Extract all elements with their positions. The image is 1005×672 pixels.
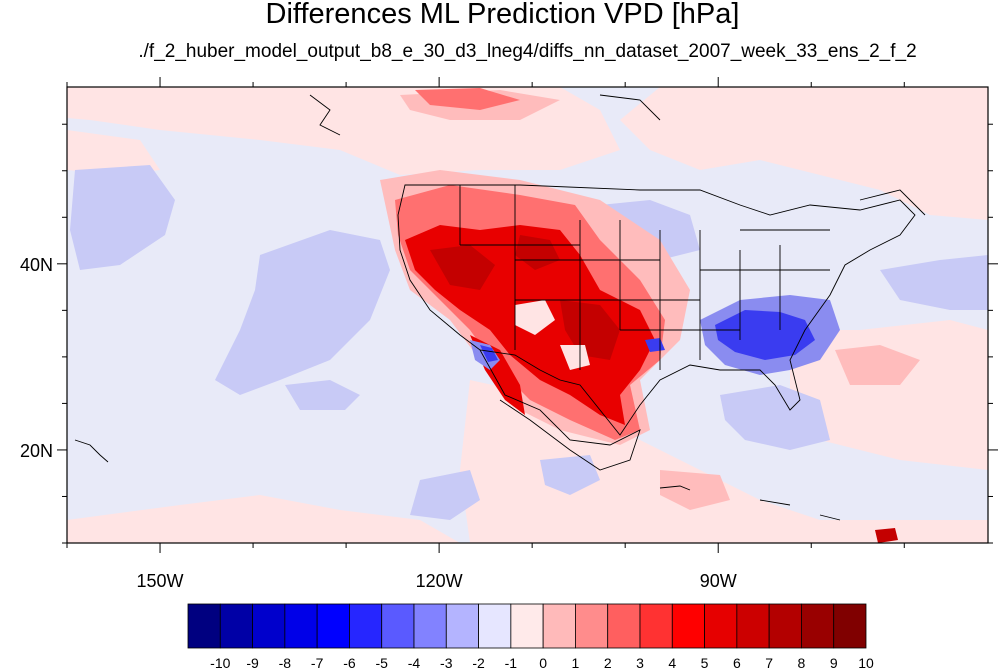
colorbar-swatch <box>413 603 447 649</box>
map-subtitle: ./f_2_huber_model_output_b8_e_30_d3_lneg… <box>138 41 917 62</box>
colorbar-label: -6 <box>343 655 356 671</box>
colorbar: -10 -9 -8 -7 -6 -5 -4 -3 -2 -1 0 1 2 3 4 5 6 7 8 9 10 <box>187 603 874 671</box>
colorbar-swatch <box>833 603 867 649</box>
country-state-borders <box>74 94 926 521</box>
colorbar-label: 6 <box>733 655 741 671</box>
vpd-difference-field <box>67 87 988 543</box>
lon-tick-label: 120W <box>416 571 463 591</box>
colorbar-label: 8 <box>798 655 806 671</box>
lat-tick-label: 20N <box>20 441 53 461</box>
longitude-tick-labels: 150W 120W 90W <box>137 571 737 591</box>
colorbar-swatch <box>768 603 802 649</box>
colorbar-label: 7 <box>765 655 773 671</box>
colorbar-label: 0 <box>539 655 547 671</box>
colorbar-swatch <box>316 603 350 649</box>
colorbar-label: -2 <box>472 655 485 671</box>
pale-blue-regions <box>70 165 988 520</box>
lat-tick-label: 40N <box>20 255 53 275</box>
colorbar-swatch <box>349 603 383 649</box>
colorbar-label: 5 <box>701 655 709 671</box>
axis-ticks <box>57 77 998 553</box>
colorbar-swatch <box>219 603 253 649</box>
colorbar-swatch <box>478 603 512 649</box>
colorbar-swatch <box>542 603 576 649</box>
lon-tick-label: 150W <box>137 571 184 591</box>
colorbar-label: -1 <box>505 655 518 671</box>
colorbar-swatch <box>639 603 673 649</box>
colorbar-swatch <box>381 603 415 649</box>
colorbar-swatch <box>607 603 641 649</box>
colorbar-swatch <box>736 603 770 649</box>
colorbar-label: 4 <box>668 655 676 671</box>
colorbar-label: -9 <box>246 655 259 671</box>
pale-pockets <box>515 300 590 370</box>
colorbar-label: 1 <box>572 655 580 671</box>
colorbar-label: 2 <box>604 655 612 671</box>
colorbar-swatch <box>510 603 544 649</box>
latitude-tick-labels: 40N 20N <box>20 255 53 461</box>
colorbar-label: 3 <box>636 655 644 671</box>
colorbar-swatch <box>187 603 221 649</box>
colorbar-label: -4 <box>408 655 421 671</box>
colorbar-label: 9 <box>830 655 838 671</box>
colorbar-label: 10 <box>858 655 874 671</box>
map-frame <box>66 86 989 544</box>
colorbar-swatch <box>575 603 609 649</box>
map-title: Differences ML Prediction VPD [hPa] <box>265 0 740 30</box>
colorbar-label: -5 <box>375 655 388 671</box>
colorbar-swatch <box>284 603 318 649</box>
dark-red-patches <box>430 235 898 543</box>
colorbar-swatch <box>252 603 286 649</box>
lon-tick-label: 90W <box>700 571 737 591</box>
colorbar-swatch <box>801 603 835 649</box>
colorbar-label: -10 <box>210 655 230 671</box>
colorbar-label: -3 <box>440 655 453 671</box>
colorbar-swatch <box>671 603 705 649</box>
colorbar-label: -8 <box>279 655 292 671</box>
colorbar-swatch <box>704 603 738 649</box>
colorbar-swatch <box>445 603 479 649</box>
colorbar-label: -7 <box>311 655 324 671</box>
